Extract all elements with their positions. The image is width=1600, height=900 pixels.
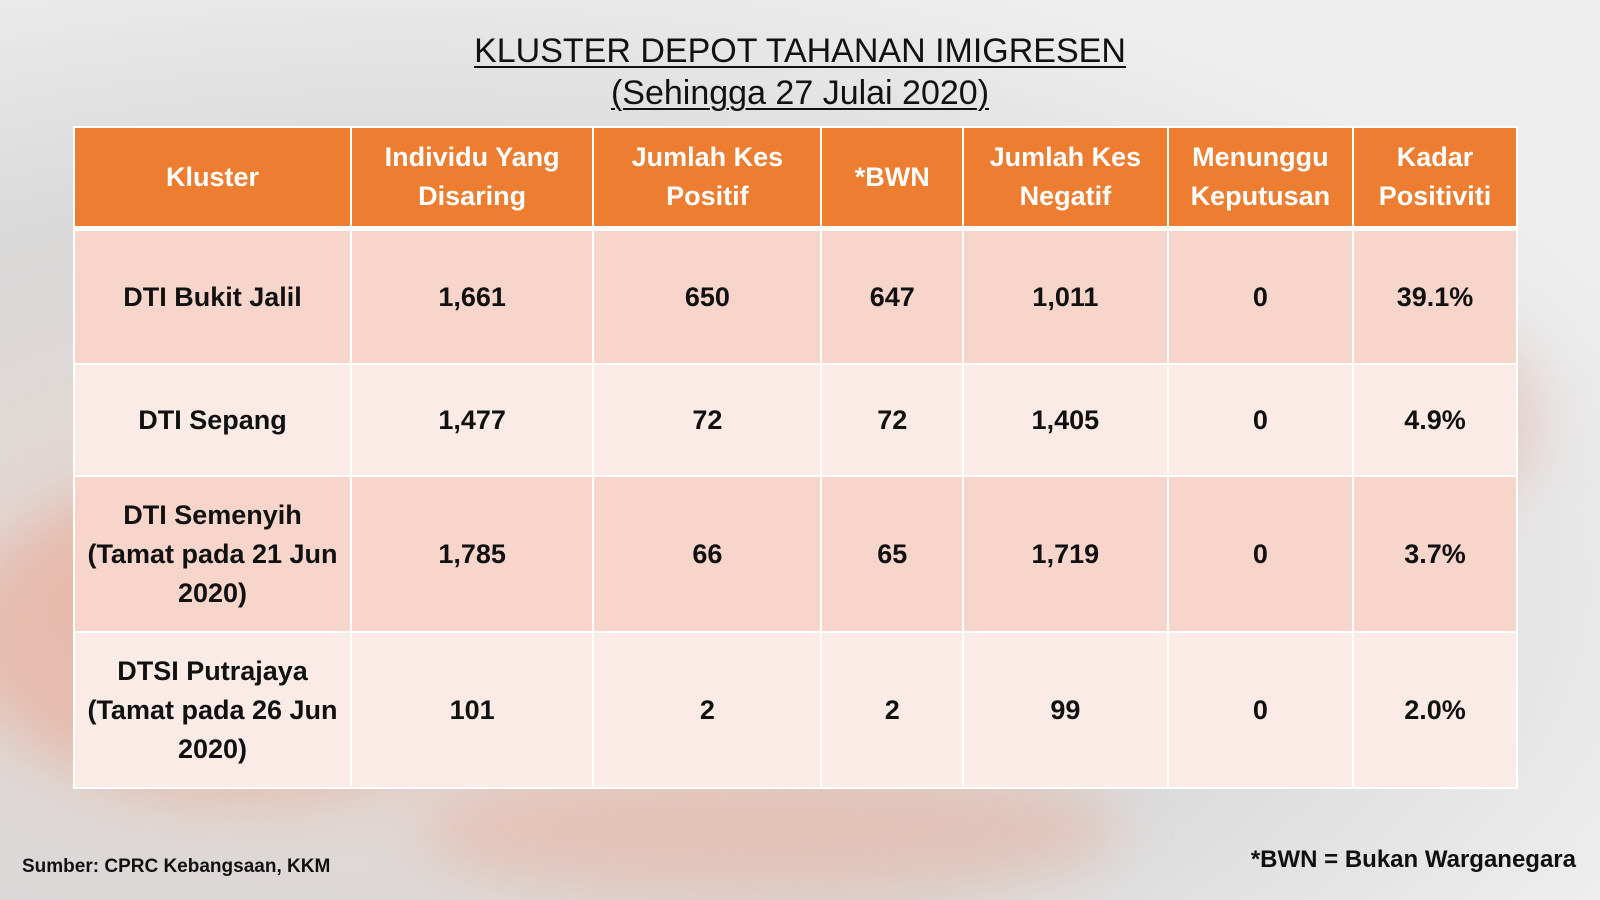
table-cell: 72 xyxy=(592,363,823,477)
table-cell: 3.7% xyxy=(1352,475,1518,633)
title-line-2: (Sehingga 27 Julai 2020) xyxy=(610,74,990,112)
table-cell: 1,661 xyxy=(349,226,595,365)
cluster-name-cell: DTI Semenyih (Tamat pada 21 Jun 2020) xyxy=(73,475,352,633)
table-cell: 2 xyxy=(820,631,964,789)
table-cell: 1,785 xyxy=(349,475,595,633)
table-cell: 1,719 xyxy=(962,475,1169,633)
header-cell: Menunggu Keputusan xyxy=(1166,126,1355,230)
table-cell: 4.9% xyxy=(1352,363,1518,477)
cluster-name-cell: DTSI Putrajaya (Tamat pada 26 Jun 2020) xyxy=(73,631,352,789)
page-title: KLUSTER DEPOT TAHANAN IMIGRESEN (Sehingg… xyxy=(0,30,1600,114)
header-cell: Kadar Positiviti xyxy=(1352,126,1518,230)
table-cell: 72 xyxy=(820,363,964,477)
table-cell: 647 xyxy=(820,226,964,365)
header-cell: *BWN xyxy=(820,126,964,230)
table-cell: 1,477 xyxy=(349,363,595,477)
source-note: Sumber: CPRC Kebangsaan, KKM xyxy=(22,856,331,877)
table-row: DTI Semenyih (Tamat pada 21 Jun 2020) 1,… xyxy=(73,475,1518,633)
table-cell: 1,011 xyxy=(962,226,1169,365)
header-cell: Individu Yang Disaring xyxy=(349,126,595,230)
table-cell: 650 xyxy=(592,226,823,365)
cluster-name-cell: DTI Bukit Jalil xyxy=(73,226,352,365)
table-row: DTI Bukit Jalil 1,661 650 647 1,011 0 39… xyxy=(73,226,1518,365)
table-row: DTI Sepang 1,477 72 72 1,405 0 4.9% xyxy=(73,363,1518,477)
table-cell: 0 xyxy=(1166,475,1355,633)
table-cell: 66 xyxy=(592,475,823,633)
table-cell: 0 xyxy=(1166,363,1355,477)
table-cell: 0 xyxy=(1166,226,1355,365)
table-cell: 99 xyxy=(962,631,1169,789)
title-line-1: KLUSTER DEPOT TAHANAN IMIGRESEN xyxy=(474,32,1126,70)
table-row: DTSI Putrajaya (Tamat pada 26 Jun 2020) … xyxy=(73,631,1518,789)
table-cell: 39.1% xyxy=(1352,226,1518,365)
header-cell: Jumlah Kes Positif xyxy=(592,126,823,230)
table-header-row: Kluster Individu Yang Disaring Jumlah Ke… xyxy=(73,126,1518,230)
table-cell: 2 xyxy=(592,631,823,789)
table-cell: 1,405 xyxy=(962,363,1169,477)
header-cell: Jumlah Kes Negatif xyxy=(962,126,1169,230)
bwn-footnote: *BWN = Bukan Warganegara xyxy=(1250,846,1576,873)
table-cell: 0 xyxy=(1166,631,1355,789)
table-cell: 2.0% xyxy=(1352,631,1518,789)
table-cell: 101 xyxy=(349,631,595,789)
table-cell: 65 xyxy=(820,475,964,633)
header-cell: Kluster xyxy=(73,126,352,230)
cluster-table: Kluster Individu Yang Disaring Jumlah Ke… xyxy=(73,126,1518,789)
cluster-name-cell: DTI Sepang xyxy=(73,363,352,477)
